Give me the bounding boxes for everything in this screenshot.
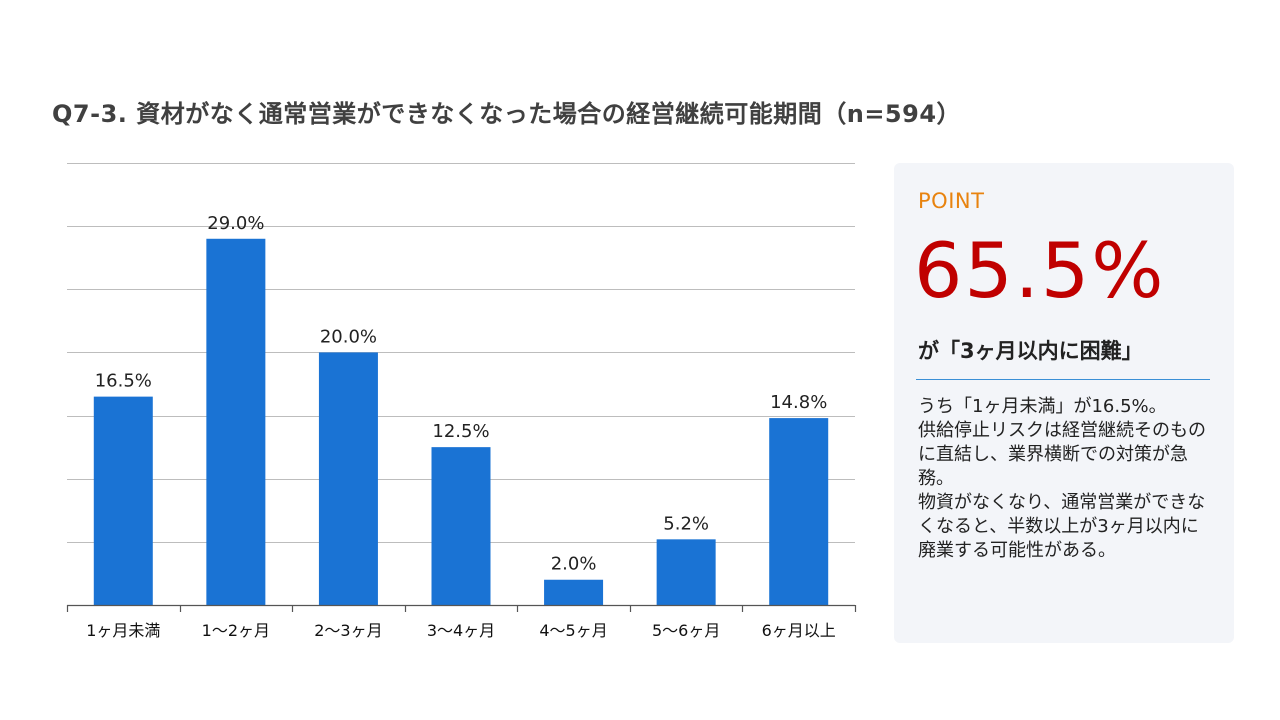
- data-label: 29.0%: [207, 213, 264, 234]
- category-label: 1～2ヶ月: [202, 621, 270, 640]
- point-big-value: 65.5%: [914, 226, 1166, 315]
- data-label: 2.0%: [551, 554, 597, 575]
- bar-7: [769, 418, 829, 605]
- chart-title: Q7-3. 資材がなく通常営業ができなくなった場合の経営継続可能期間（n=594…: [52, 100, 962, 128]
- point-heading: POINT: [918, 189, 985, 213]
- bar-3: [318, 352, 378, 605]
- point-caption: が「3ヶ月以内に困難」: [918, 339, 1143, 363]
- point-body-line: 物資がなくなり、通常営業ができなくなると、半数以上が3ヶ月以内に廃業する可能性が…: [918, 492, 1206, 561]
- data-label: 12.5%: [432, 421, 489, 442]
- bar-1: [93, 396, 153, 605]
- category-label: 2～3ヶ月: [314, 621, 382, 640]
- x-axis: [66, 604, 857, 612]
- point-panel: POINT 65.5% が「3ヶ月以内に困難」 うち「1ヶ月未満」が16.5%。…: [894, 163, 1234, 643]
- bar-5: [544, 579, 604, 605]
- labels: 16.5% 1ヶ月未満 29.0% 1～2ヶ月 20.0% 2～3ヶ月 12.5% 3～4ヶ月…: [86, 213, 836, 640]
- data-label: 14.8%: [770, 392, 827, 413]
- data-label: 5.2%: [663, 513, 709, 534]
- category-label: 4～5ヶ月: [539, 621, 607, 640]
- bar-chart: 16.5% 1ヶ月未満 29.0% 1～2ヶ月 20.0% 2～3ヶ月 12.5% 3～4ヶ月…: [66, 163, 857, 640]
- point-body: うち「1ヶ月未満」が16.5%。 供給停止リスクは経営継続そのものに直結し、業界…: [918, 395, 1214, 563]
- bar-2: [206, 238, 266, 605]
- bar-4: [431, 447, 491, 605]
- category-label: 5～6ヶ月: [652, 621, 720, 640]
- data-label: 16.5%: [95, 371, 152, 392]
- category-label: 3～4ヶ月: [427, 621, 495, 640]
- data-label: 20.0%: [320, 326, 377, 347]
- category-label: 6ヶ月以上: [762, 621, 836, 640]
- bar-6: [656, 539, 716, 605]
- point-divider: [916, 379, 1210, 380]
- category-label: 1ヶ月未満: [86, 621, 160, 640]
- point-body-line: 供給停止リスクは経営継続そのものに直結し、業界横断での対策が急務。: [918, 420, 1206, 489]
- point-body-line: うち「1ヶ月未満」が16.5%。: [918, 396, 1167, 417]
- bars: [93, 238, 829, 605]
